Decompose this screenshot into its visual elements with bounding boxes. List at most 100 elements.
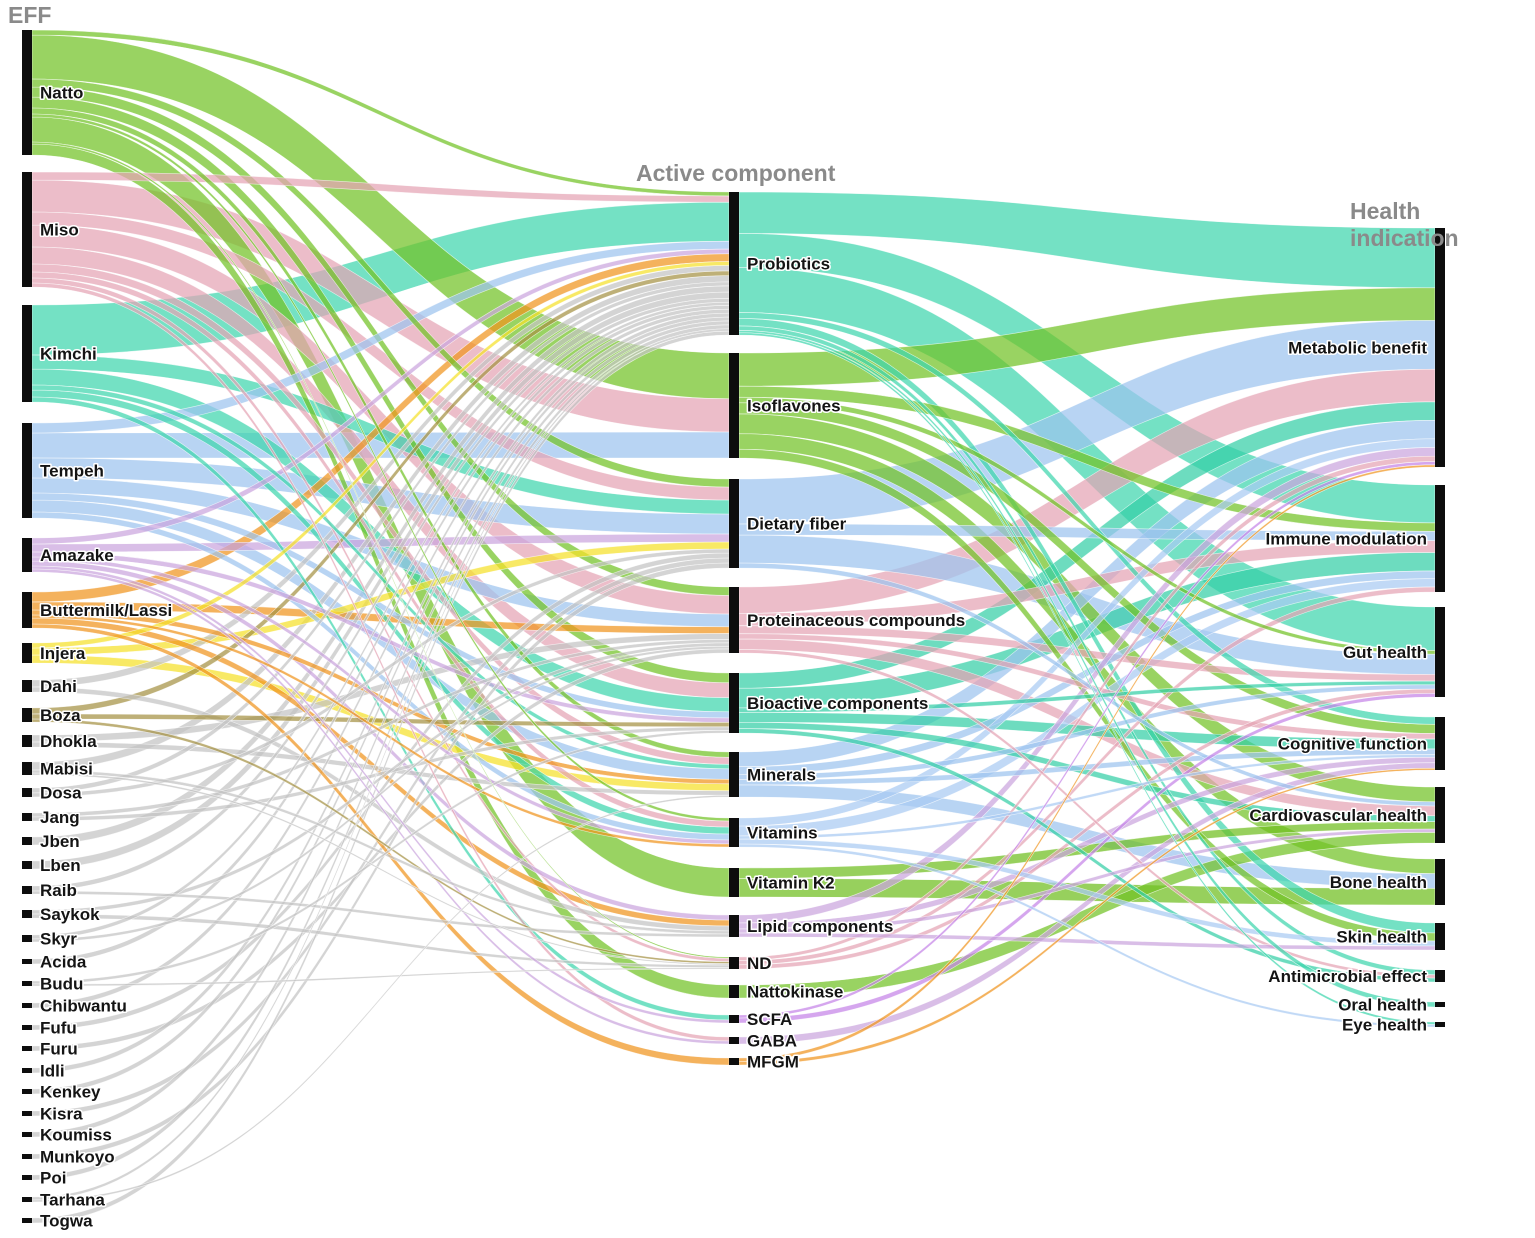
node-label-skin-health: Skin health: [1336, 928, 1427, 947]
sankey-node-cognitive-function[interactable]: [1435, 717, 1445, 770]
node-label-minerals: Minerals: [747, 766, 816, 785]
sankey-node-vitamins[interactable]: [729, 818, 739, 847]
node-label-mabisi: Mabisi: [40, 760, 93, 779]
sankey-node-budu[interactable]: [22, 981, 32, 986]
node-label-vitamin-k2: Vitamin K2: [747, 874, 835, 893]
flow-budu-to-nd[interactable]: [31, 967, 730, 987]
sankey-node-dosa[interactable]: [22, 788, 32, 797]
sankey-node-cardiovascular-health[interactable]: [1435, 787, 1445, 843]
node-label-dietary-fiber: Dietary fiber: [747, 515, 847, 534]
sankey-node-togwa[interactable]: [22, 1218, 32, 1223]
node-label-miso: Miso: [40, 221, 79, 240]
column-title-active-component: Active component: [636, 160, 836, 186]
sankey-node-jben[interactable]: [22, 837, 32, 845]
column-title-health-indication: Health indication: [1350, 198, 1459, 251]
node-label-raib: Raib: [40, 881, 77, 900]
node-label-dahi: Dahi: [40, 677, 77, 696]
sankey-node-kimchi[interactable]: [22, 305, 32, 402]
sankey-node-skyr[interactable]: [22, 935, 32, 942]
node-labels-layer: Natto Miso Kimchi Tempeh Amazake Buttermilk/L…: [39, 82, 1429, 1232]
node-label-isoflavones: Isoflavones: [747, 397, 841, 416]
node-label-gut-health: Gut health: [1343, 643, 1427, 662]
sankey-node-raib[interactable]: [22, 886, 32, 894]
sankey-node-minerals[interactable]: [729, 752, 739, 797]
node-label-jben: Jben: [40, 832, 80, 851]
sankey-node-saykok[interactable]: [22, 910, 32, 918]
node-label-togwa: Togwa: [40, 1212, 93, 1231]
sankey-node-nattokinase[interactable]: [729, 985, 739, 998]
sankey-node-idli[interactable]: [22, 1068, 32, 1073]
node-label-proteinaceous-compounds: Proteinaceous compounds: [747, 611, 965, 630]
sankey-node-fufu[interactable]: [22, 1025, 32, 1030]
node-label-tempeh: Tempeh: [40, 462, 104, 481]
sankey-node-mfgm[interactable]: [729, 1058, 739, 1065]
sankey-node-lben[interactable]: [22, 861, 32, 869]
sankey-node-kenkey[interactable]: [22, 1089, 32, 1094]
node-label-cardiovascular-health: Cardiovascular health: [1249, 806, 1427, 825]
sankey-node-tarhana[interactable]: [22, 1197, 32, 1202]
sankey-node-munkoyo[interactable]: [22, 1154, 32, 1159]
sankey-node-miso[interactable]: [22, 172, 32, 287]
sankey-node-immune-modulation[interactable]: [1435, 485, 1445, 592]
node-label-kimchi: Kimchi: [40, 345, 97, 364]
sankey-node-acida[interactable]: [22, 959, 32, 964]
flow-probiotics-to-oral-health[interactable]: [738, 330, 1436, 1008]
sankey-node-injera[interactable]: [22, 643, 32, 663]
node-label-scfa: SCFA: [747, 1010, 792, 1029]
node-label-furu: Furu: [40, 1040, 78, 1059]
sankey-node-poi[interactable]: [22, 1175, 32, 1180]
sankey-node-proteinaceous-compounds[interactable]: [729, 587, 739, 653]
node-label-nd: ND: [747, 954, 772, 973]
sankey-node-chibwantu[interactable]: [22, 1003, 32, 1008]
sankey-node-tempeh[interactable]: [22, 423, 32, 518]
node-bars-layer: [22, 30, 1445, 1223]
flow-ribbons-layer: [31, 29, 1436, 1224]
sankey-node-oral-health[interactable]: [1435, 1002, 1445, 1007]
sankey-node-boza[interactable]: [22, 708, 32, 722]
sankey-node-nd[interactable]: [729, 957, 739, 969]
node-label-nattokinase: Nattokinase: [747, 983, 843, 1002]
sankey-node-gut-health[interactable]: [1435, 607, 1445, 697]
node-label-kenkey: Kenkey: [40, 1083, 101, 1102]
sankey-node-jang[interactable]: [22, 813, 32, 821]
sankey-node-skin-health[interactable]: [1435, 923, 1445, 950]
node-label-natto: Natto: [40, 84, 83, 103]
node-label-lben: Lben: [40, 856, 81, 875]
node-label-eye-health: Eye health: [1342, 1016, 1427, 1035]
sankey-node-koumiss[interactable]: [22, 1132, 32, 1137]
sankey-node-dietary-fiber[interactable]: [729, 479, 739, 568]
sankey-node-lipid-components[interactable]: [729, 915, 739, 937]
sankey-node-amazake[interactable]: [22, 538, 32, 572]
sankey-node-bone-health[interactable]: [1435, 859, 1445, 905]
sankey-node-isoflavones[interactable]: [729, 353, 739, 458]
sankey-node-furu[interactable]: [22, 1046, 32, 1051]
node-label-probiotics: Probiotics: [747, 255, 830, 274]
sankey-node-dahi[interactable]: [22, 680, 32, 692]
sankey-node-mabisi[interactable]: [22, 762, 32, 775]
node-label-saykok: Saykok: [40, 905, 100, 924]
sankey-node-scfa[interactable]: [729, 1015, 739, 1023]
sankey-node-natto[interactable]: [22, 30, 32, 155]
sankey-node-buttermilk-lassi[interactable]: [22, 592, 32, 628]
node-label-jang: Jang: [40, 808, 80, 827]
node-label-metabolic-benefit: Metabolic benefit: [1288, 339, 1427, 358]
node-label-oral-health: Oral health: [1338, 996, 1427, 1015]
sankey-node-eye-health[interactable]: [1435, 1022, 1445, 1027]
sankey-node-probiotics[interactable]: [729, 192, 739, 335]
sankey-node-antimicrobial-effect[interactable]: [1435, 970, 1445, 982]
node-label-budu: Budu: [40, 975, 83, 994]
column-title-eff: EFF: [8, 2, 52, 28]
node-label-antimicrobial-effect: Antimicrobial effect: [1268, 967, 1427, 986]
sankey-node-bioactive-components[interactable]: [729, 673, 739, 733]
node-label-munkoyo: Munkoyo: [40, 1148, 115, 1167]
sankey-node-dhokla[interactable]: [22, 735, 32, 747]
node-label-dhokla: Dhokla: [40, 732, 97, 751]
sankey-node-gaba[interactable]: [729, 1037, 739, 1044]
sankey-node-vitamin-k2[interactable]: [729, 868, 739, 897]
sankey-node-kisra[interactable]: [22, 1111, 32, 1116]
node-label-acida: Acida: [40, 953, 87, 972]
sankey-node-metabolic-benefit[interactable]: [1435, 228, 1445, 467]
node-label-bioactive-components: Bioactive components: [747, 694, 928, 713]
